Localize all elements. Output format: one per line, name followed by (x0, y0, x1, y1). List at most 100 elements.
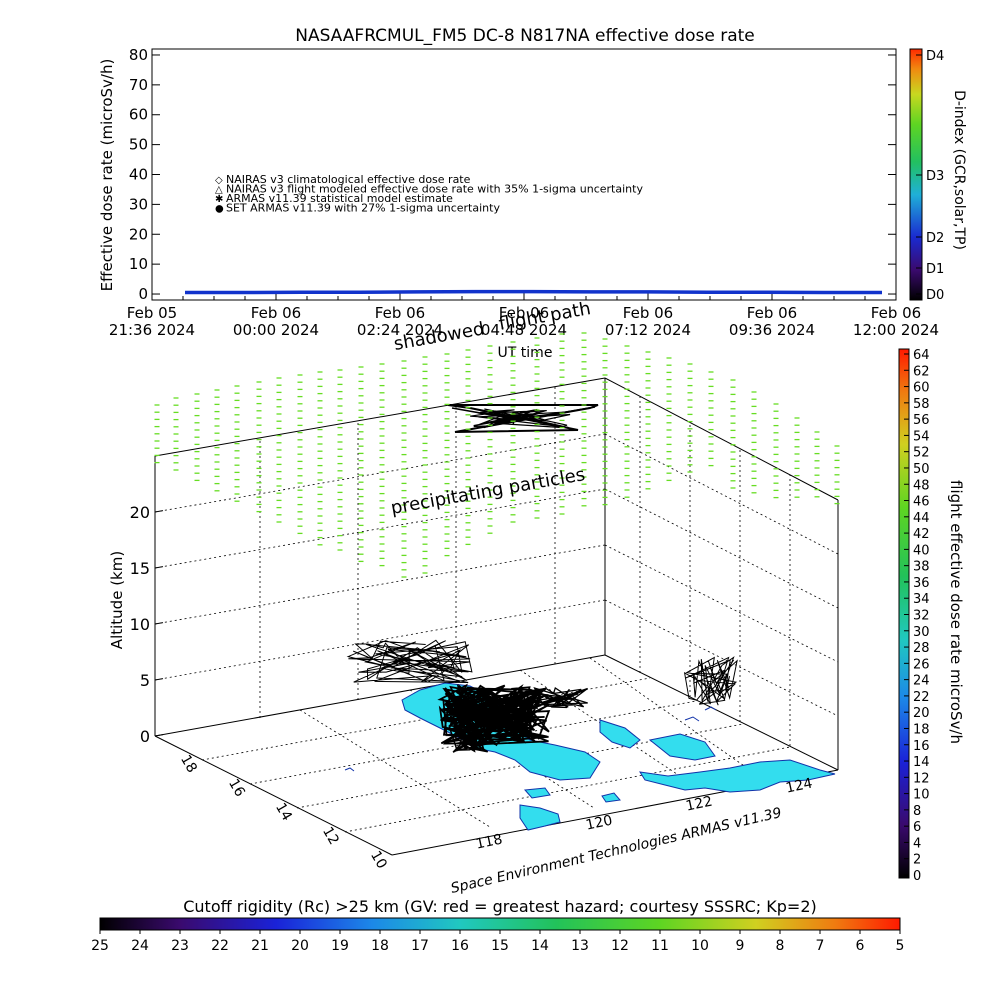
latitude-ticks: 10 12 14 16 18 (177, 752, 390, 871)
dindex-colorbar-ticks: D0 D1 D2 D3 D4 (916, 49, 944, 303)
latitude-tick-label: 12 (319, 824, 342, 847)
dose-tick-label: 44 (913, 511, 930, 526)
dindex-tick-label: D4 (926, 49, 944, 64)
top-x-tick-label-date: Feb 06 (375, 304, 425, 322)
cutoff-colorbar-ticks: 25 24 23 22 21 20 19 18 17 16 15 14 13 12 11 10 9 8 7 6 5 (91, 930, 904, 954)
dose-tick-label: 54 (913, 429, 930, 444)
dose-tick-label: 28 (913, 641, 930, 656)
dose-tick-label: 20 (913, 706, 930, 721)
track-low-right (683, 656, 738, 706)
cutoff-tick-label: 10 (691, 938, 709, 954)
cutoff-tick-label: 7 (816, 938, 825, 954)
land-islets (599, 719, 641, 749)
dose-tick-label: 16 (913, 739, 930, 754)
altitude-tick-label: 5 (140, 671, 150, 690)
top-x-tick-label-time: 12:00 2024 (853, 321, 939, 339)
dose-colorbar (898, 348, 910, 879)
legend-marker: ● (215, 204, 224, 215)
land-islet-2 (523, 787, 551, 799)
top-x-axis-label: UT time (498, 345, 553, 361)
top-series-group (185, 289, 882, 295)
top-x-tick-label-date: Feb 06 (623, 304, 673, 322)
top-y-axis-label: Effective dose rate (microSv/h) (98, 59, 116, 292)
track-ground-dense (437, 683, 551, 747)
longitude-tick-label: 122 (684, 793, 713, 814)
top-y-tick-label: 60 (129, 106, 148, 124)
cutoff-tick-label: 21 (251, 938, 269, 954)
latitude-tick-label: 10 (367, 848, 390, 871)
top-series-line (185, 289, 882, 295)
cutoff-tick-label: 14 (531, 938, 549, 954)
altitude-tick-mark (154, 734, 164, 737)
latitude-tick-label: 14 (272, 800, 295, 824)
track-low-left (346, 639, 473, 683)
dose-tick-label: 10 (913, 788, 930, 803)
altitude-tick-mark (154, 510, 164, 513)
small-coast-marks (344, 706, 717, 772)
dose-tick-label: 36 (913, 576, 930, 591)
dindex-tick-label: D0 (926, 288, 944, 303)
longitude-tick-label: 118 (474, 831, 503, 852)
legend-marker: △ (215, 185, 223, 196)
cutoff-tick-label: 23 (171, 938, 189, 954)
cutoff-tick-label: 9 (736, 938, 745, 954)
top-x-tick-label-date: Feb 06 (499, 304, 549, 322)
land-east (648, 733, 716, 761)
cutoff-tick-label: 24 (131, 938, 149, 954)
top-y-tick-label: 0 (138, 285, 148, 303)
cutoff-tick-label: 16 (451, 938, 469, 954)
cutoff-tick-label: 12 (611, 938, 629, 954)
dose-colorbar-ticks: 0246810121416182022242628303234363840424… (904, 348, 930, 884)
top-x-tick-label-time: 07:12 2024 (605, 321, 691, 339)
longitude-tick-label: 120 (584, 812, 613, 833)
track-top-scribble (470, 408, 571, 429)
altitude-tick-mark (154, 622, 164, 625)
land-visayas (639, 759, 836, 793)
dose-tick-label: 24 (913, 674, 930, 689)
dose-tick-label: 0 (913, 869, 921, 884)
dose-tick-label: 14 (913, 755, 930, 770)
top-x-tick-label-time: 02:24 2024 (357, 321, 443, 339)
dose-tick-label: 34 (913, 592, 930, 607)
cutoff-tick-label: 5 (896, 938, 905, 954)
latitude-tick-label: 16 (225, 776, 248, 800)
top-legend: ◇ NAIRAS v3 climatological effective dose… (215, 173, 643, 215)
dose-tick-label: 40 (913, 543, 930, 558)
dose-tick-label: 48 (913, 478, 930, 493)
dindex-tick-label: D3 (926, 169, 944, 184)
annotation-credit: Space Environment Technologies ARMAS v11… (449, 805, 783, 897)
annotation-precipitating: precipitating particles (389, 464, 586, 519)
latitude-tick-label: 18 (177, 752, 200, 775)
cutoff-tick-label: 18 (371, 938, 389, 954)
altitude-tick-label: 0 (140, 727, 150, 746)
top-y-tick-label: 40 (129, 166, 148, 184)
top-y-tick-label: 80 (129, 46, 148, 64)
altitude-axis-label: Altitude (km) (108, 551, 126, 649)
dose-colorbar-label: flight effective dose rate microSv/h (947, 480, 965, 744)
track-ground-left (449, 725, 492, 753)
dose-tick-label: 38 (913, 560, 930, 575)
cutoff-tick-label: 20 (291, 938, 309, 954)
top-x-tick-label-date: Feb 06 (747, 304, 797, 322)
legend-label: SET ARMAS v11.39 with 27% 1-sigma uncert… (226, 202, 500, 215)
dose-tick-label: 18 (913, 722, 930, 737)
top-y-tick-label: 50 (129, 136, 148, 154)
legend-label: ARMAS v11.39 statistical model estimate (226, 192, 453, 205)
top-x-tick-label-time: 09:36 2024 (729, 321, 815, 339)
longitude-tick-label: 124 (784, 775, 814, 796)
dose-tick-label: 52 (913, 446, 930, 461)
land-islet-3 (601, 792, 621, 803)
dose-tick-label: 22 (913, 690, 930, 705)
cutoff-tick-label: 8 (776, 938, 785, 954)
dindex-tick-label: D1 (926, 262, 944, 277)
dose-tick-label: 8 (913, 804, 921, 819)
dose-tick-label: 60 (913, 381, 930, 396)
altitude-tick-mark (154, 566, 164, 569)
top-x-tick-label-time: 04:48 2024 (481, 321, 567, 339)
top-y-tick-label: 70 (129, 76, 148, 94)
altitude-tick-mark (154, 678, 164, 681)
dose-tick-label: 46 (913, 495, 930, 510)
top-y-tick-label: 10 (129, 255, 148, 273)
legend-label: NAIRAS v3 climatological effective dose … (226, 173, 471, 186)
